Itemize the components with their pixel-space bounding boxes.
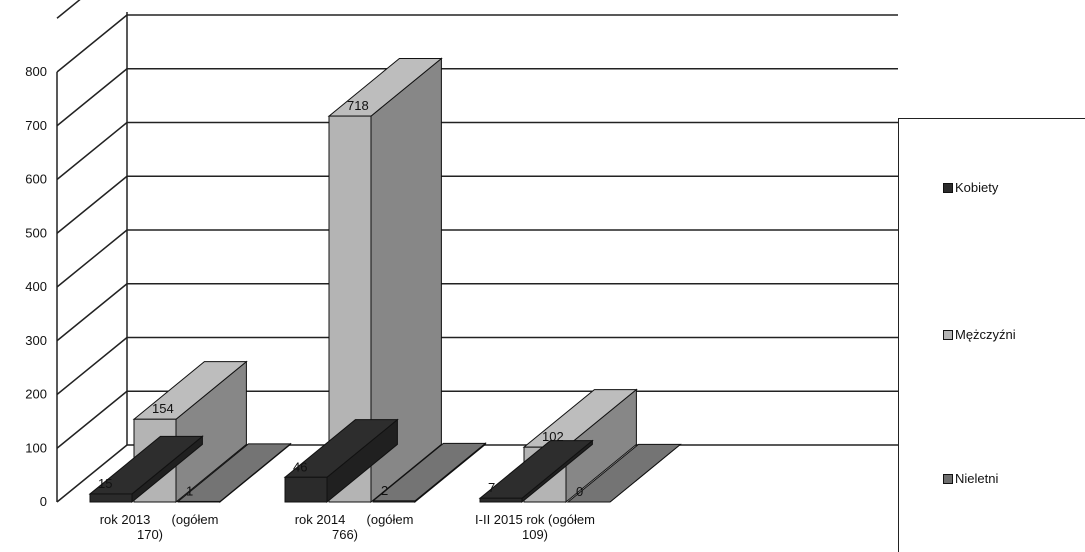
- category-label: rok 2013 (ogółem 170): [100, 512, 219, 542]
- y-tick-label: 500: [25, 225, 47, 240]
- bars: [88, 57, 682, 504]
- legend-label-kobiety: Kobiety: [955, 180, 999, 195]
- legend-item-mezczyzni: Mężczyźni: [943, 327, 1016, 342]
- legend-swatch-mezczyzni: [943, 329, 953, 340]
- y-tick-label: 700: [25, 118, 47, 133]
- bar: [284, 476, 328, 503]
- legend-label-mezczyzni: Mężczyźni: [955, 327, 1016, 342]
- y-tick-label: 0: [40, 494, 47, 509]
- y-tick-label: 600: [25, 172, 47, 187]
- gridline-diagonal: [56, 175, 128, 234]
- bar-top: [566, 443, 682, 503]
- y-tick-label: 100: [25, 440, 47, 455]
- data-label: 46: [293, 459, 307, 474]
- legend-swatch-nieletni: [943, 473, 953, 484]
- gridline-diagonal: [56, 14, 128, 73]
- legend-swatch-kobiety: [943, 182, 953, 193]
- data-label: 0: [576, 484, 583, 499]
- data-label: 102: [542, 429, 564, 444]
- data-labels: 1 154 15 2 718 46 0 102 7: [98, 98, 583, 499]
- legend-item-kobiety: Kobiety: [943, 180, 998, 195]
- gridline-diagonal: [56, 283, 128, 342]
- y-tick-label: 200: [25, 387, 47, 402]
- gridline-diagonal: [56, 121, 128, 181]
- gridline-diagonal: [56, 390, 128, 449]
- y-axis: 0 100 200 300 400 500 600 700 800: [25, 64, 58, 509]
- gridlines: [56, 0, 898, 503]
- y-tick-label: 800: [25, 64, 47, 79]
- data-label: 1: [186, 483, 193, 498]
- bar: [372, 500, 416, 503]
- data-label: 718: [347, 98, 369, 113]
- data-label: 15: [98, 476, 112, 491]
- gridline-diagonal: [56, 336, 128, 396]
- gridline-diagonal: [56, 0, 81, 19]
- y-tick-label: 400: [25, 279, 47, 294]
- data-label: 154: [152, 401, 174, 416]
- y-tick-label: 300: [25, 333, 47, 348]
- legend: Kobiety Mężczyźni Nieletni: [898, 118, 1085, 552]
- legend-label-nieletni: Nieletni: [955, 471, 999, 486]
- data-label: 7: [488, 480, 495, 495]
- category-label: I-II 2015 rok (ogółem 109): [475, 512, 595, 542]
- category-labels: rok 2013 (ogółem 170) rok 2014 (ogółem 766) I-…: [100, 512, 595, 542]
- legend-item-nieletni: Nieletni: [943, 471, 998, 486]
- bar: [89, 493, 133, 503]
- data-label: 2: [381, 483, 388, 498]
- gridline-diagonal: [56, 229, 128, 288]
- category-label: rok 2014 (ogółem 766): [295, 512, 414, 542]
- bar: [177, 500, 221, 503]
- floor-edge-left: [56, 444, 128, 503]
- bar: [479, 497, 523, 503]
- gridline-diagonal: [56, 68, 128, 127]
